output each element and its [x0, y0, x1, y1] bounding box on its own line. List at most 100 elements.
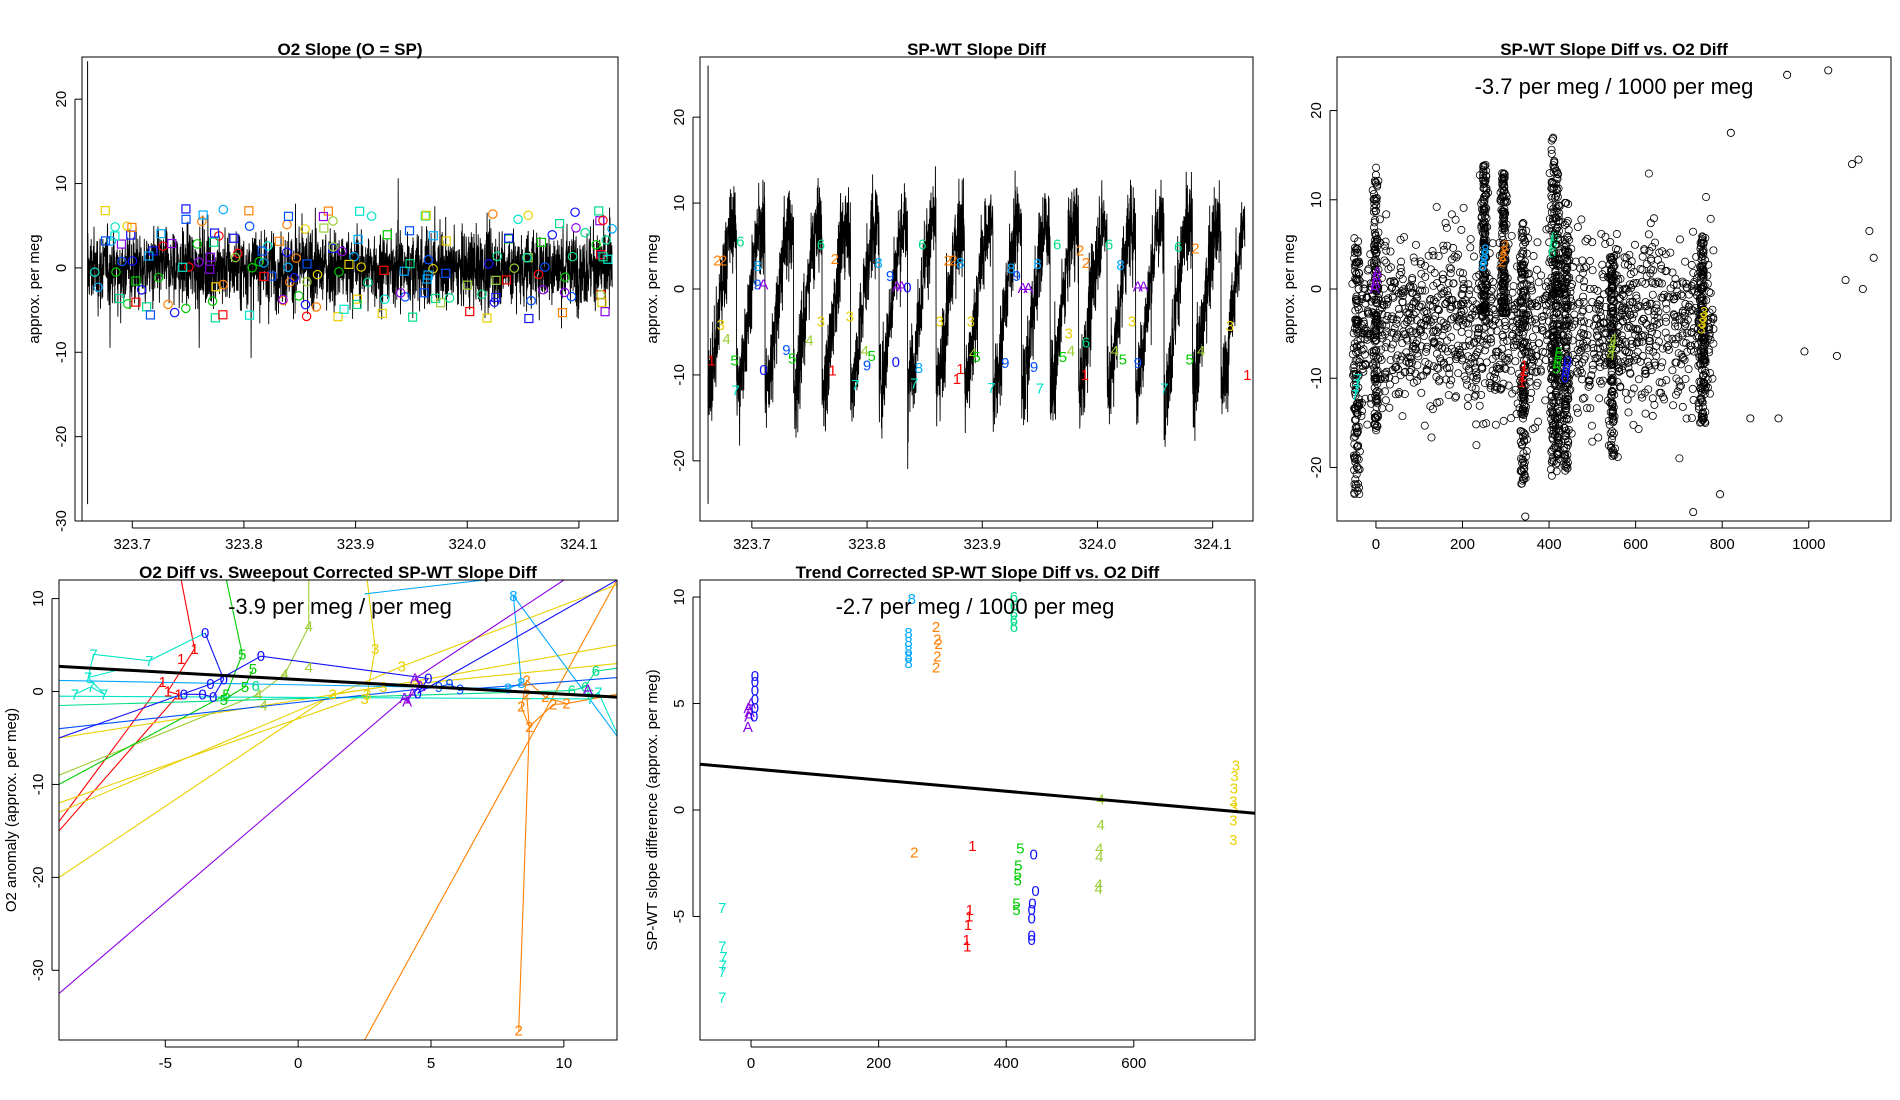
scatter-point	[1458, 275, 1467, 284]
sample-label: 1	[164, 684, 172, 701]
square-marker	[598, 252, 608, 262]
cluster-label: A	[1371, 275, 1381, 292]
cluster-label: 5	[1555, 344, 1563, 361]
cluster-point	[1504, 239, 1513, 248]
scatter-point	[1382, 246, 1391, 255]
cluster-point	[1545, 214, 1554, 223]
y-tick-label: 10	[30, 590, 47, 607]
scatter-point	[1590, 349, 1599, 358]
square-marker	[419, 288, 429, 298]
circle-marker	[181, 303, 191, 314]
scatter-point	[1586, 404, 1595, 413]
scatter-point	[1645, 337, 1654, 346]
scatter-point	[1637, 330, 1646, 339]
sample-label: 3	[717, 317, 725, 334]
cluster-point	[1518, 476, 1527, 485]
scatter-point	[1590, 285, 1599, 294]
scatter-point	[1406, 354, 1415, 363]
sample-label: 8	[904, 642, 912, 659]
sample-label: 6	[568, 683, 576, 700]
plot-frame	[699, 579, 1256, 1041]
scatter-point	[1480, 346, 1489, 355]
cluster-point	[1371, 231, 1380, 240]
circle-marker	[111, 267, 121, 277]
cluster-point	[1562, 344, 1571, 353]
cluster-point	[1501, 209, 1510, 218]
scatter-point	[1655, 318, 1664, 327]
scatter-point	[1417, 319, 1426, 328]
scatter-point	[1441, 299, 1450, 308]
cluster-point	[1701, 334, 1710, 343]
scatter-point	[1451, 215, 1460, 224]
x-tick-label: 600	[1121, 1055, 1146, 1072]
square-marker	[244, 310, 255, 320]
scatter-point	[1575, 348, 1584, 357]
cluster-point	[1350, 367, 1359, 376]
circle-marker	[197, 216, 207, 227]
sample-label: 3	[1232, 757, 1240, 774]
cluster-point	[1353, 319, 1362, 328]
scatter-point	[1576, 264, 1585, 273]
sample-label: 2	[932, 619, 940, 636]
cluster-label: 3	[1698, 315, 1706, 332]
cluster-point	[1698, 403, 1707, 412]
cluster-point	[1697, 386, 1706, 395]
sample-label: 2	[1076, 242, 1084, 259]
cluster-point	[1698, 262, 1707, 271]
cluster-point	[1563, 358, 1572, 367]
scatter-point	[1680, 308, 1689, 317]
sample-label: 8	[509, 588, 517, 605]
sample-label: 5	[241, 679, 249, 696]
scatter-point	[1623, 395, 1632, 404]
cluster-point	[1372, 426, 1381, 435]
scatter-point	[1706, 288, 1715, 297]
sample-label: 7	[89, 646, 97, 663]
scatter-point	[1409, 341, 1418, 350]
cluster-point	[1563, 395, 1572, 404]
scatter-point	[1689, 268, 1698, 277]
cluster-point	[1610, 270, 1619, 279]
cluster-point	[1546, 202, 1555, 211]
cluster-point	[1609, 377, 1618, 386]
scatter-point	[1593, 331, 1602, 340]
cluster-point	[1354, 268, 1363, 277]
square-marker	[205, 264, 215, 274]
scatter-point	[1382, 210, 1391, 219]
scatter-point	[1386, 277, 1395, 286]
cluster-point	[1478, 282, 1487, 291]
cluster-point	[1561, 321, 1570, 330]
square-marker	[167, 238, 177, 249]
scatter-point	[1618, 317, 1627, 326]
scatter-point	[1477, 364, 1486, 373]
cluster-point	[1563, 464, 1572, 473]
scatter-point	[1463, 380, 1472, 389]
outlier-point	[1865, 226, 1874, 236]
scatter-point	[1678, 402, 1687, 411]
scatter-point	[1434, 323, 1443, 332]
x-tick-label: 1000	[1792, 536, 1825, 553]
scatter-point	[1577, 328, 1586, 337]
scatter-point	[1376, 353, 1385, 362]
cluster-point	[1551, 255, 1560, 264]
scatter-point	[1655, 279, 1664, 288]
sample-label: 0	[759, 362, 767, 379]
cluster-point	[1370, 245, 1379, 254]
scatter-point	[1601, 239, 1610, 248]
cluster-label: 7	[1353, 376, 1361, 393]
scatter-point	[1435, 341, 1444, 350]
cluster-point	[1552, 388, 1561, 397]
regression-line	[59, 664, 617, 699]
cluster-point	[1479, 180, 1488, 189]
cluster-point	[1563, 373, 1572, 382]
cluster-point	[1371, 298, 1380, 307]
square-marker	[145, 310, 156, 320]
scatter-point	[1434, 252, 1443, 261]
y-axis-label: SP-WT slope difference (approx. per meg)	[644, 669, 661, 950]
scatter-point	[1538, 316, 1547, 325]
sample-label: 3	[1230, 781, 1238, 798]
cluster-point	[1371, 285, 1380, 294]
scatter-point	[1639, 314, 1648, 323]
scatter-point	[1379, 284, 1388, 293]
cluster-point	[1352, 276, 1361, 285]
scatter-point	[1472, 374, 1481, 383]
